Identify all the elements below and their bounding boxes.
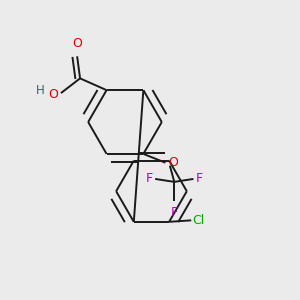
Text: H: H bbox=[36, 84, 45, 97]
Text: F: F bbox=[171, 206, 178, 219]
Text: F: F bbox=[196, 172, 203, 185]
Text: O: O bbox=[48, 88, 58, 101]
Text: Cl: Cl bbox=[193, 214, 205, 227]
Text: F: F bbox=[146, 172, 153, 185]
Text: O: O bbox=[168, 156, 178, 169]
Text: O: O bbox=[72, 37, 82, 50]
